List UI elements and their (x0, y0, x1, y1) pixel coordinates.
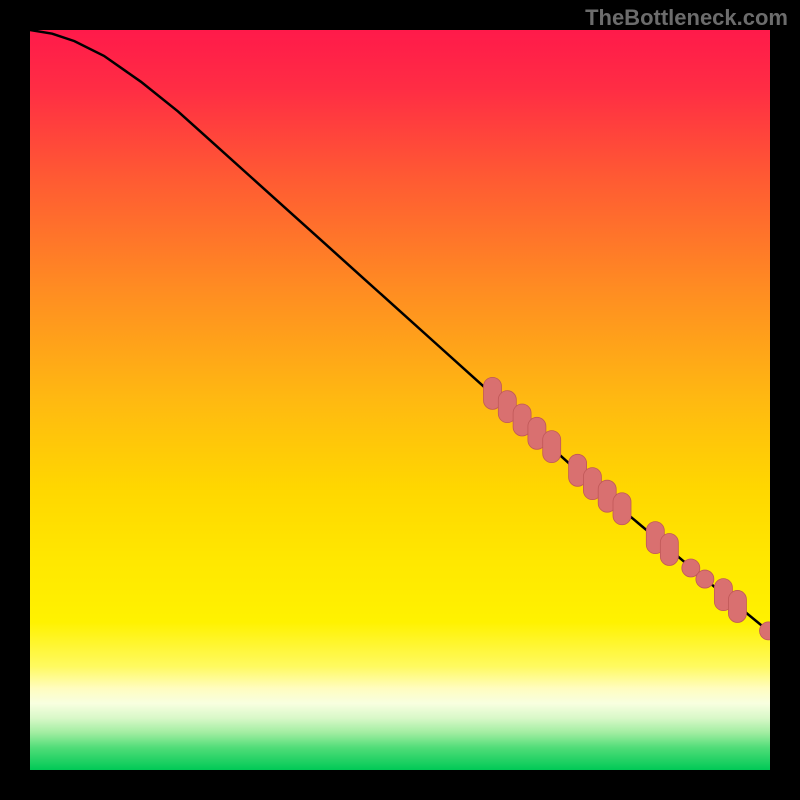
chart-area (30, 30, 770, 770)
marker (696, 570, 714, 588)
curve-layer (30, 30, 770, 770)
marker (728, 590, 746, 622)
marker (543, 431, 561, 463)
watermark-text: TheBottleneck.com (585, 5, 788, 31)
markers-group (484, 377, 771, 640)
marker (613, 493, 631, 525)
marker (660, 533, 678, 565)
